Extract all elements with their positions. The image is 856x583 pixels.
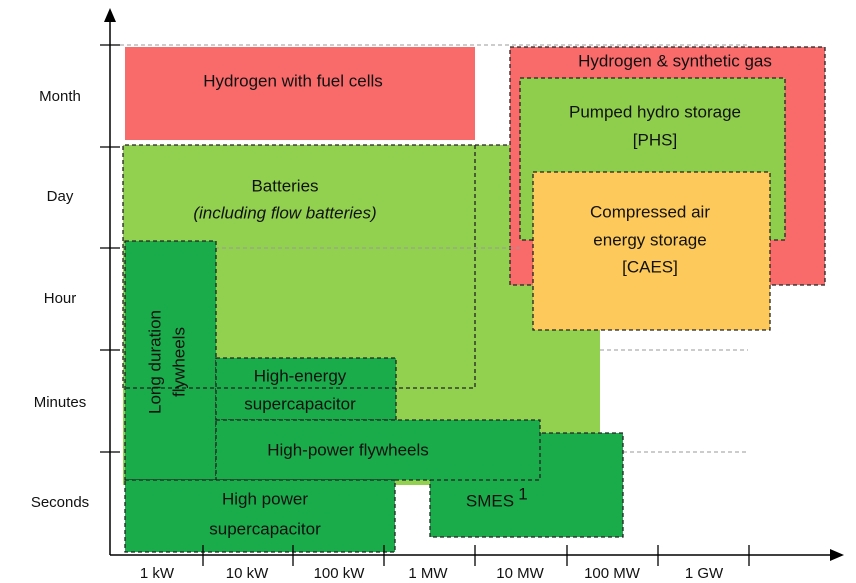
high-energy-supercap-box xyxy=(215,357,397,421)
region-label: supercapacitor xyxy=(244,394,356,413)
x-label: 1 GW xyxy=(685,565,724,582)
footnote-mark: 1 xyxy=(518,484,527,503)
region-label: energy storage xyxy=(593,230,706,249)
region-label: High-power flywheels xyxy=(267,440,429,459)
region-label: [PHS] xyxy=(633,130,677,149)
y-label: Minutes xyxy=(34,394,87,411)
region-label: (including flow batteries) xyxy=(193,203,376,222)
y-label: Seconds xyxy=(31,494,89,511)
y-label: Day xyxy=(47,188,74,205)
region-label: Hydrogen & synthetic gas xyxy=(578,51,772,70)
region-label: High power xyxy=(222,489,308,508)
x-label: 1 kW xyxy=(140,565,175,582)
caes-box xyxy=(532,171,771,331)
region-label: [CAES] xyxy=(622,257,678,276)
region-label: flywheels xyxy=(169,327,188,397)
x-label: 10 MW xyxy=(496,565,544,582)
region-label: Hydrogen with fuel cells xyxy=(203,71,383,90)
high-power-flywheels-box xyxy=(215,419,541,481)
y-label: Hour xyxy=(44,290,77,307)
long-flywheels-box xyxy=(124,240,217,481)
x-label: 10 kW xyxy=(226,565,269,582)
region-label: SMES xyxy=(466,491,514,510)
high-power-supercap-box xyxy=(124,479,396,553)
region-label: Long duration xyxy=(145,310,164,414)
x-label: 100 kW xyxy=(314,565,366,582)
region-label: Batteries xyxy=(251,176,318,195)
y-label: Month xyxy=(39,88,81,105)
y-arrow xyxy=(104,8,116,22)
hydrogen-fuel-cells-box xyxy=(125,47,475,140)
x-arrow xyxy=(830,549,844,561)
x-label: 1 MW xyxy=(408,565,448,582)
x-label: 100 MW xyxy=(584,565,641,582)
region-label: High-energy xyxy=(254,366,347,385)
region-label: supercapacitor xyxy=(209,519,321,538)
region-label: Pumped hydro storage xyxy=(569,102,741,121)
region-label: Compressed air xyxy=(590,202,710,221)
